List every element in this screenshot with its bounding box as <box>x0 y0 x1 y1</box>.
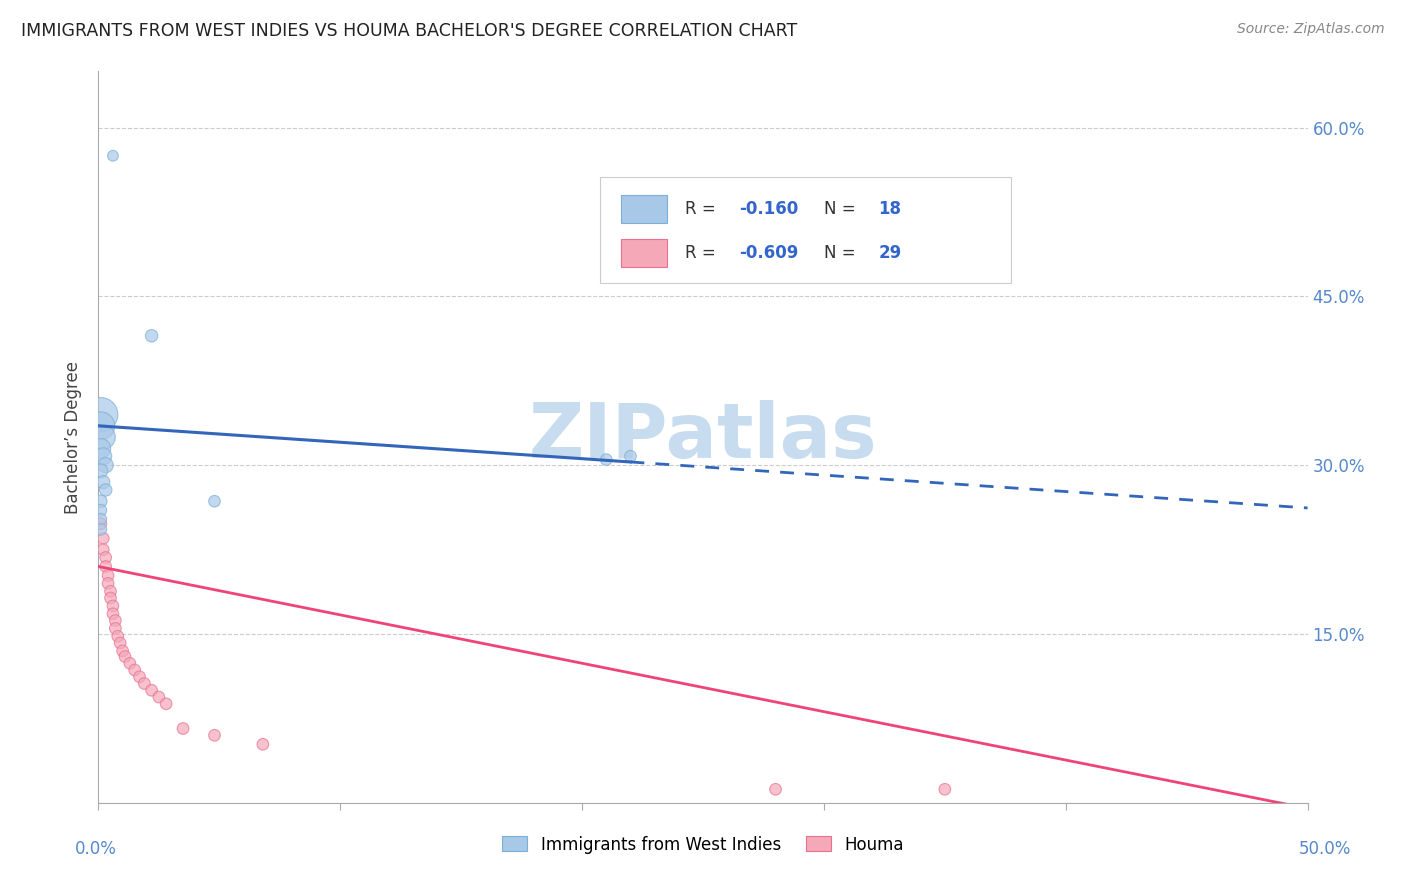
Point <box>204 728 226 742</box>
Text: R =: R = <box>685 200 721 218</box>
Point <box>90 516 112 531</box>
Point <box>90 503 112 517</box>
Point <box>91 542 114 557</box>
Point <box>90 442 112 456</box>
Point <box>91 532 114 546</box>
Point <box>94 458 117 473</box>
Point <box>114 649 136 664</box>
Point <box>90 512 112 526</box>
Text: -0.609: -0.609 <box>740 244 799 261</box>
Point <box>595 452 617 467</box>
Point <box>141 683 163 698</box>
Point <box>111 644 134 658</box>
Point <box>118 657 141 671</box>
Point <box>91 475 114 489</box>
Point <box>124 663 146 677</box>
Point <box>934 782 956 797</box>
Text: N =: N = <box>824 244 860 261</box>
Legend: Immigrants from West Indies, Houma: Immigrants from West Indies, Houma <box>496 829 910 860</box>
Point <box>91 430 114 444</box>
Point <box>97 576 120 591</box>
Y-axis label: Bachelor’s Degree: Bachelor’s Degree <box>65 360 83 514</box>
Point <box>172 722 194 736</box>
Point <box>104 621 127 635</box>
Point <box>90 522 112 536</box>
Point <box>91 449 114 463</box>
Point <box>619 449 641 463</box>
Point <box>101 149 124 163</box>
Point <box>134 676 156 690</box>
FancyBboxPatch shape <box>621 239 666 267</box>
Point <box>90 418 112 433</box>
FancyBboxPatch shape <box>600 178 1011 284</box>
Point <box>141 328 163 343</box>
Point <box>101 607 124 621</box>
Text: 29: 29 <box>879 244 901 261</box>
Point <box>128 670 150 684</box>
Point <box>97 568 120 582</box>
Text: 0.0%: 0.0% <box>75 840 117 858</box>
FancyBboxPatch shape <box>621 195 666 223</box>
Point <box>155 697 177 711</box>
Text: N =: N = <box>824 200 860 218</box>
Point <box>94 550 117 565</box>
Point <box>100 584 122 599</box>
Text: IMMIGRANTS FROM WEST INDIES VS HOUMA BACHELOR'S DEGREE CORRELATION CHART: IMMIGRANTS FROM WEST INDIES VS HOUMA BAC… <box>21 22 797 40</box>
Point <box>107 629 129 643</box>
Point <box>204 494 226 508</box>
Text: -0.160: -0.160 <box>740 200 799 218</box>
Text: Source: ZipAtlas.com: Source: ZipAtlas.com <box>1237 22 1385 37</box>
Text: 18: 18 <box>879 200 901 218</box>
Point <box>90 408 112 422</box>
Point <box>252 737 274 751</box>
Point <box>108 636 131 650</box>
Point <box>104 614 127 628</box>
Text: R =: R = <box>685 244 721 261</box>
Point <box>148 690 170 704</box>
Point <box>94 559 117 574</box>
Text: ZIPatlas: ZIPatlas <box>529 401 877 474</box>
Point <box>90 464 112 478</box>
Text: 50.0%: 50.0% <box>1298 840 1351 858</box>
Point <box>90 494 112 508</box>
Point <box>100 591 122 605</box>
Point <box>765 782 787 797</box>
Point <box>101 599 124 613</box>
Point <box>94 483 117 497</box>
